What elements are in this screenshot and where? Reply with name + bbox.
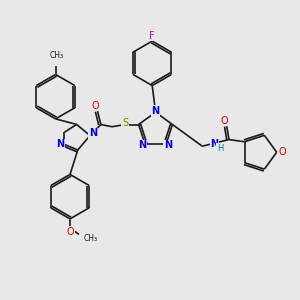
Text: N: N [164, 140, 172, 151]
Text: N: N [56, 140, 64, 149]
Text: CH₃: CH₃ [50, 51, 64, 60]
Text: N: N [138, 140, 146, 151]
Text: O: O [66, 227, 74, 237]
Text: O: O [278, 147, 286, 157]
Text: N: N [210, 139, 219, 149]
Text: O: O [92, 100, 99, 111]
Text: O: O [221, 116, 228, 126]
Text: CH₃: CH₃ [83, 234, 98, 243]
Text: N: N [89, 128, 98, 138]
Text: F: F [149, 31, 155, 40]
Text: H: H [217, 144, 223, 153]
Text: N: N [152, 106, 160, 116]
Text: S: S [122, 118, 128, 128]
